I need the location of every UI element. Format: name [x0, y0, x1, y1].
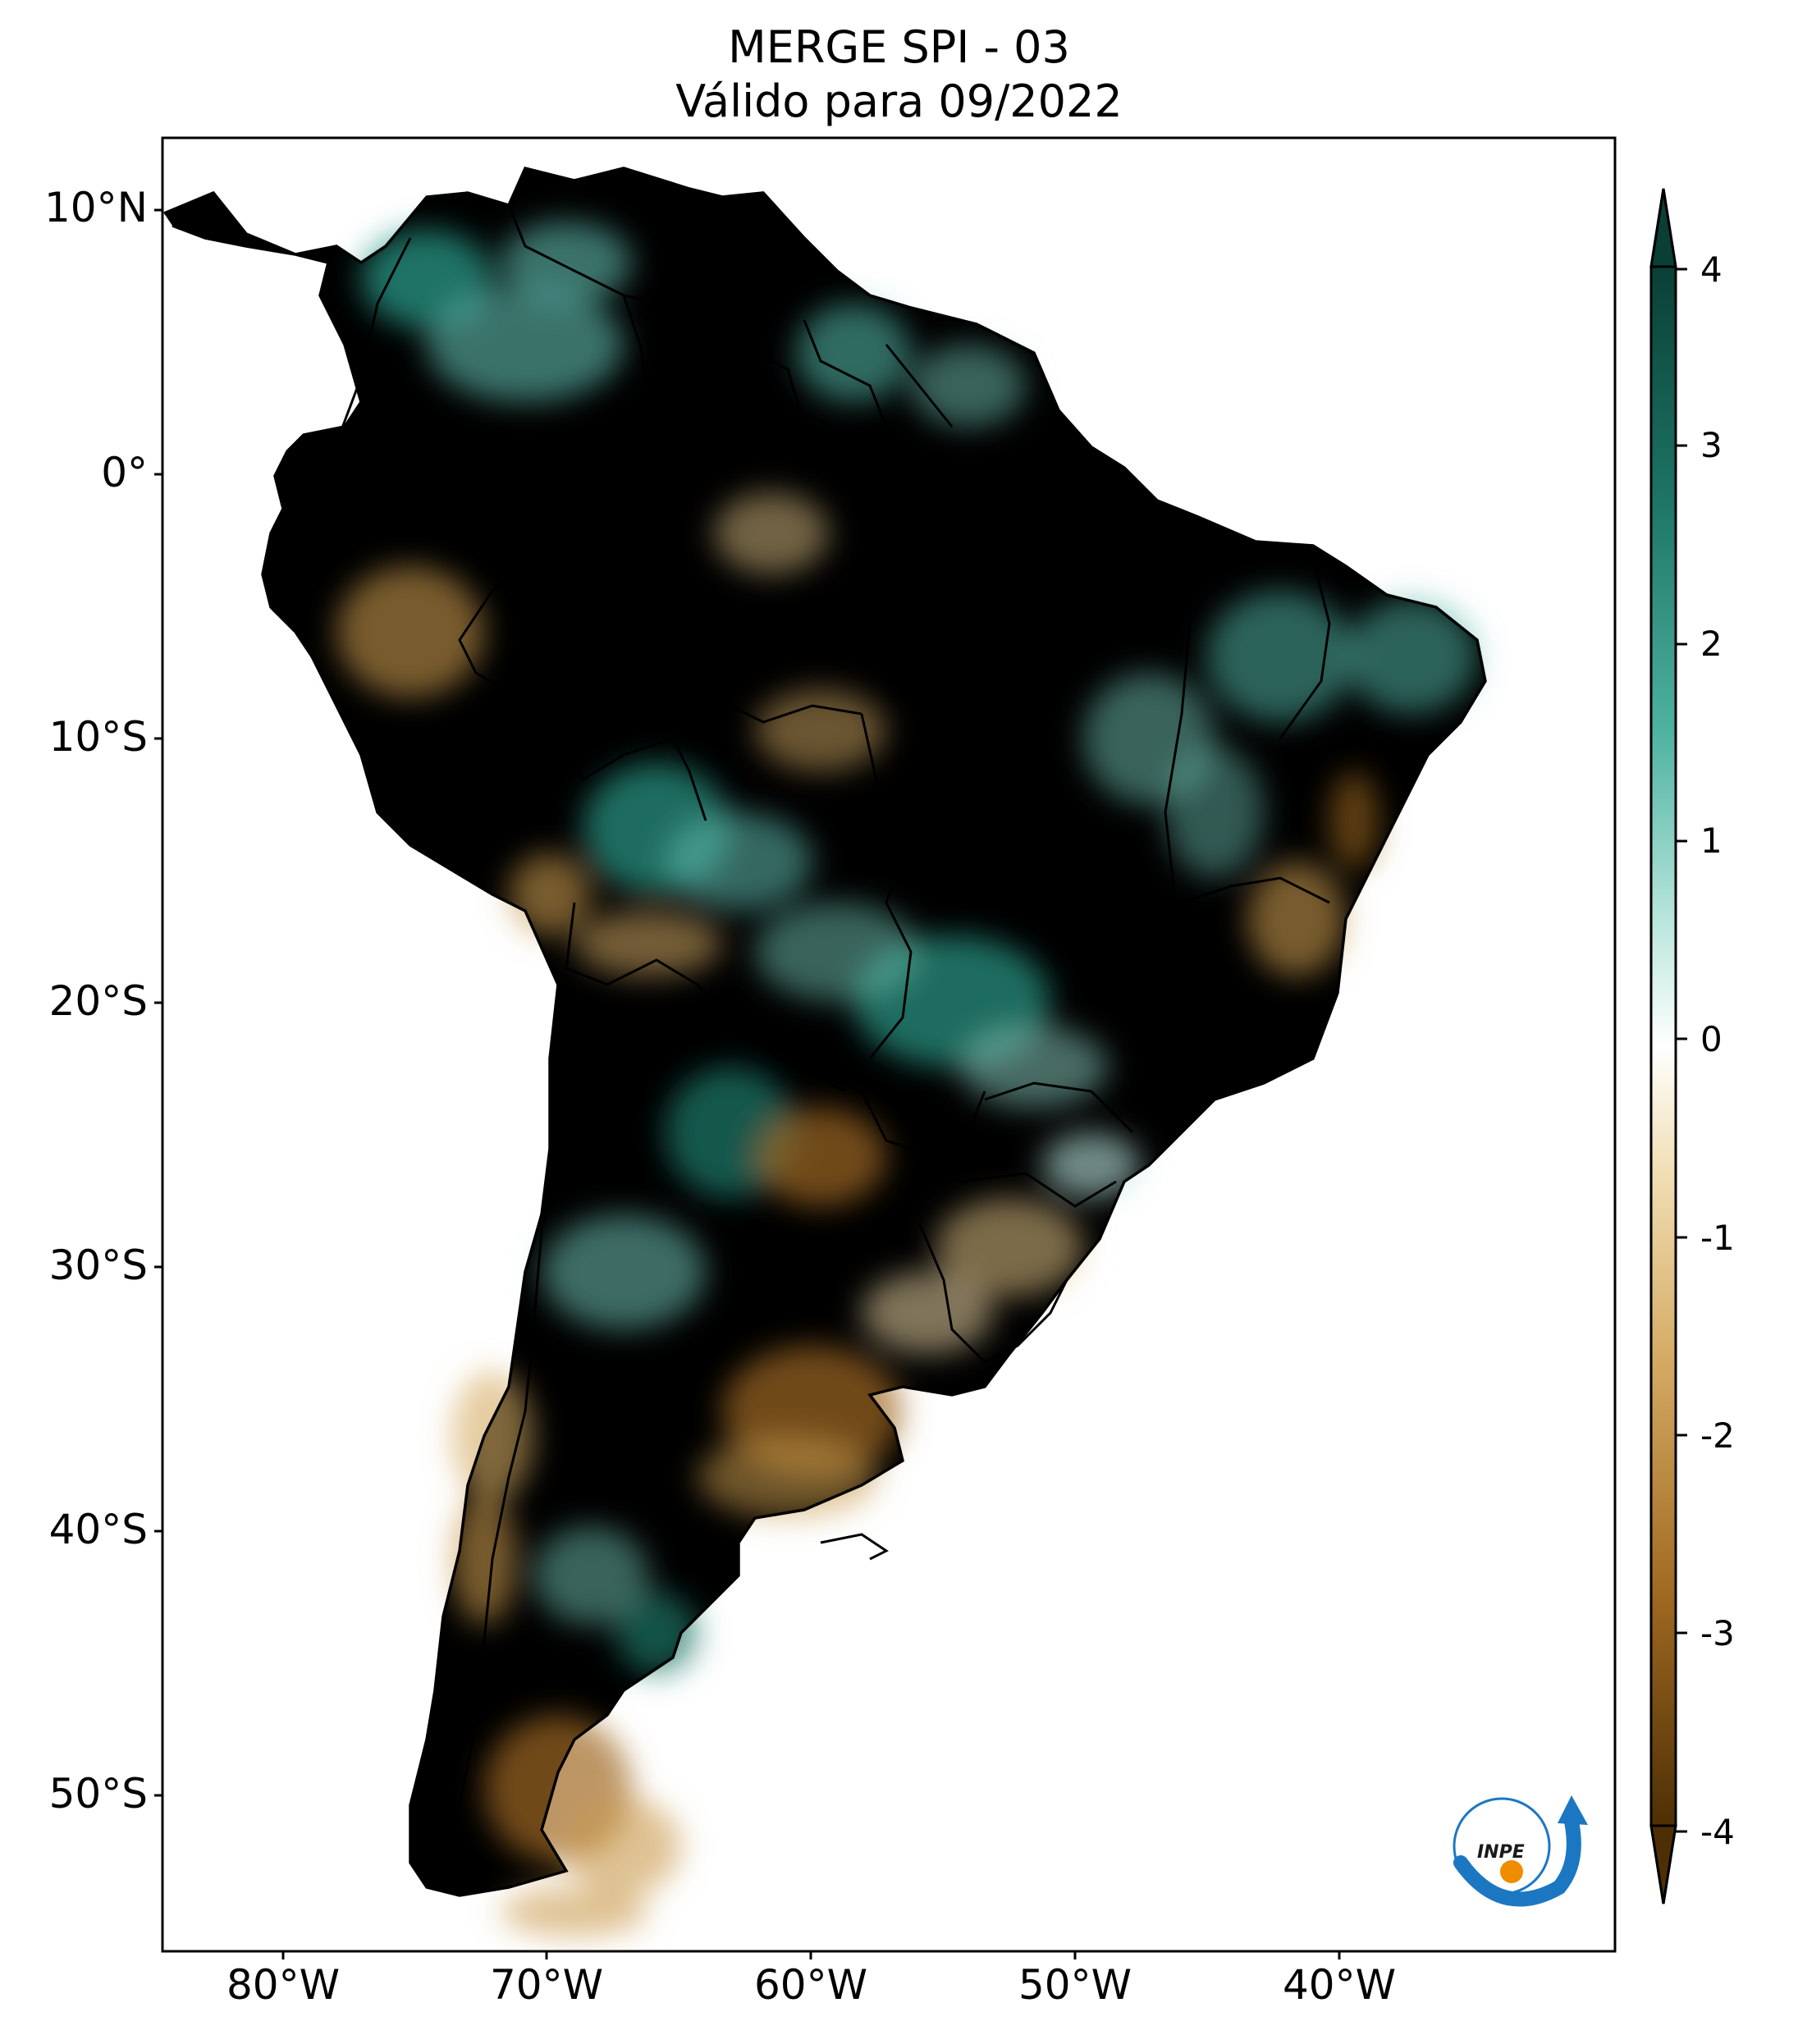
lon-label-80w: 80°W	[226, 1961, 341, 2009]
lat-label-10n: 10°N	[43, 184, 148, 231]
colorbar-tick-minus4: -4	[1700, 1812, 1735, 1852]
map-title: MERGE SPI - 03	[728, 21, 1070, 73]
colorbar-tick-3: 3	[1700, 425, 1723, 465]
border-chile-argentina	[458, 984, 576, 1806]
logo-swoosh	[1453, 1814, 1581, 1907]
border-peru-brazil	[565, 524, 862, 724]
colorbar-tick-2: 2	[1700, 624, 1723, 664]
border-brazil-state-4	[959, 1172, 1117, 1208]
border-venezuela-brazil	[623, 294, 912, 543]
spi-field	[336, 222, 1477, 1937]
lat-label-50s: 50°S	[48, 1770, 148, 1818]
border-falkland	[820, 1533, 889, 1561]
logo-text: INPE	[1477, 1842, 1525, 1863]
border-brazil-state-2	[1067, 876, 1330, 953]
logo-arrow-icon	[1558, 1795, 1588, 1825]
colorbar-tick-minus1: -1	[1700, 1218, 1735, 1258]
colorbar	[1649, 188, 1687, 1905]
lon-label-50w: 50°W	[1018, 1961, 1132, 2009]
lon-label-70w: 70°W	[489, 1961, 604, 2009]
border-colombia-peru-brazil	[458, 204, 707, 821]
logo-sun-dot	[1500, 1860, 1523, 1883]
border-bolivia-brazil	[860, 713, 913, 1059]
south-america-coastline	[163, 166, 1487, 1897]
colorbar-tick-1: 1	[1700, 821, 1723, 861]
border-colombia-ecuador	[310, 237, 412, 493]
lon-label-40w: 40°W	[1282, 1961, 1397, 2009]
colorbar-tick-minus3: -3	[1700, 1613, 1735, 1653]
map-subtitle: Válido para 09/2022	[675, 75, 1123, 127]
border-paraguay	[738, 1024, 986, 1159]
border-brazil-state-1	[951, 574, 1109, 674]
border-brazil-state-3	[984, 1081, 1134, 1134]
border-brazil-state-5	[1164, 623, 1192, 887]
colorbar-outline	[1649, 188, 1677, 1905]
colorbar-extend-bottom	[1649, 1824, 1677, 1905]
colorbar-body	[1651, 267, 1676, 1826]
colorbar-tick-4: 4	[1700, 249, 1723, 290]
lon-label-60w: 60°W	[753, 1961, 868, 2009]
colorbar-tick-minus2: -2	[1700, 1415, 1735, 1456]
lat-label-20s: 20°S	[48, 977, 148, 1025]
lat-label-40s: 40°S	[48, 1506, 148, 1553]
border-guyana	[803, 319, 888, 428]
colorbar-tick-0: 0	[1700, 1019, 1723, 1059]
colorbar-extend-top	[1649, 188, 1677, 268]
border-suriname	[885, 344, 954, 428]
border-brazil-state-6	[1279, 557, 1331, 739]
lat-label-30s: 30°S	[48, 1241, 148, 1289]
inpe-logo: INPE	[1453, 1795, 1588, 1907]
lat-label-10s: 10°S	[48, 713, 148, 761]
border-uruguay	[917, 1222, 1068, 1364]
lat-label-0: 0°	[101, 449, 148, 496]
country-borders	[310, 204, 1331, 1806]
axis-ticks	[154, 208, 1341, 1959]
